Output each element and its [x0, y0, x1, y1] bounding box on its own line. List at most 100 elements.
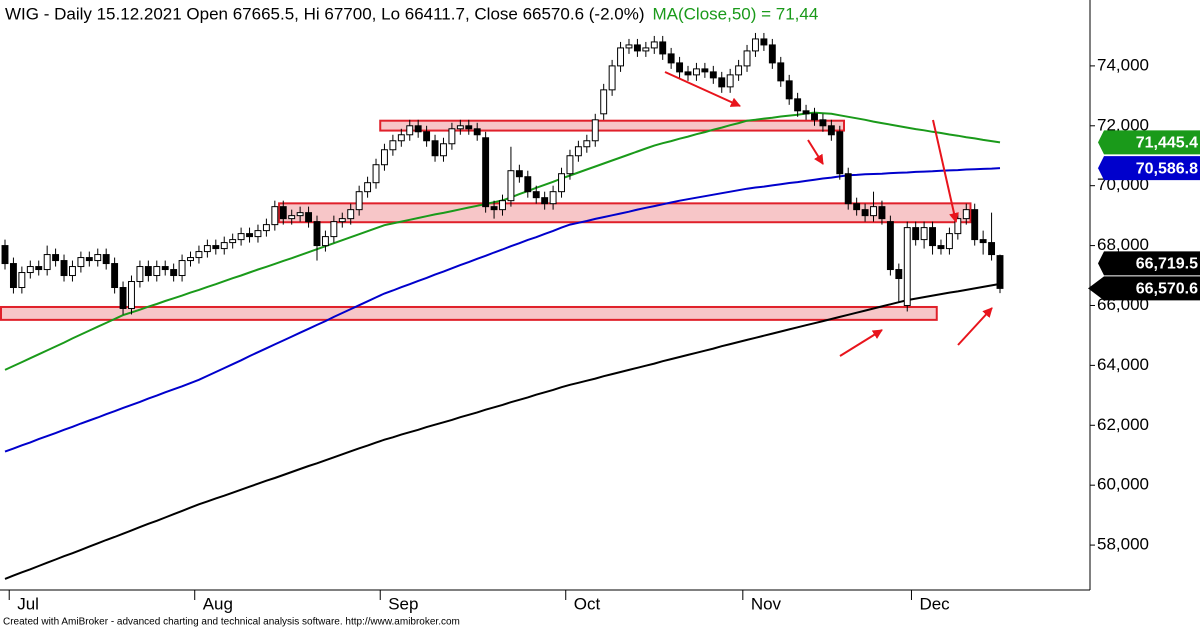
- candle-body: [903, 227, 911, 306]
- candle-body: [811, 113, 818, 121]
- y-tick-label: 72,000: [1097, 115, 1149, 134]
- candle-body: [895, 269, 903, 280]
- candle-body: [262, 224, 270, 232]
- y-tick-label: 60,000: [1097, 475, 1149, 494]
- candle-body: [667, 53, 675, 64]
- candle-body: [743, 50, 751, 67]
- candle-body: [524, 176, 532, 193]
- candle-body: [1, 245, 9, 265]
- candle-body: [912, 227, 920, 241]
- candle-body: [929, 227, 936, 247]
- candle-body: [229, 239, 237, 244]
- candle-body: [878, 206, 886, 220]
- candle-body: [60, 260, 68, 277]
- candle-body: [709, 71, 717, 79]
- candle-body: [794, 98, 802, 112]
- title-group: WIG - Daily 15.12.2021 Open 67665.5, Hi …: [5, 4, 818, 23]
- candle-body: [566, 155, 574, 175]
- y-tick-label: 64,000: [1097, 355, 1149, 374]
- arrow: [839, 329, 883, 357]
- candle-body: [279, 206, 287, 220]
- footer: Created with AmiBroker - advanced charti…: [3, 617, 460, 628]
- candle-body: [684, 71, 692, 76]
- arrow: [807, 139, 824, 165]
- candle-body: [136, 266, 144, 283]
- x-tick-label: Oct: [574, 594, 601, 613]
- candle-body: [389, 140, 397, 151]
- candle-body: [372, 164, 380, 184]
- price-zone: [379, 119, 846, 132]
- candle-body: [827, 125, 835, 136]
- candle-body: [768, 44, 776, 64]
- moving-average-line: [4, 282, 1001, 580]
- candle-body: [937, 245, 945, 250]
- candle-body: [203, 245, 211, 253]
- candle-body: [69, 266, 76, 277]
- candle-body: [119, 287, 127, 309]
- candle-body: [473, 128, 481, 136]
- candle-body: [355, 191, 363, 211]
- candle-body: [945, 233, 953, 250]
- candle-body: [549, 191, 557, 205]
- candle-body: [144, 266, 152, 277]
- candle-body: [886, 221, 894, 271]
- candle-body: [591, 119, 599, 142]
- arrow: [664, 71, 741, 107]
- candle-body: [313, 221, 321, 247]
- last-value-box: [1098, 251, 1200, 276]
- candle-body: [996, 255, 1004, 289]
- candle-body: [448, 128, 456, 145]
- last-value-label: 66,719.5: [1136, 256, 1198, 273]
- candle-body: [676, 62, 684, 73]
- band-layer: [0, 119, 972, 321]
- candle-body: [802, 110, 810, 115]
- axis-layer: 58,00060,00062,00064,00066,00068,00070,0…: [8, 55, 1149, 613]
- candle-body: [979, 239, 987, 244]
- candle-body: [718, 77, 726, 88]
- x-tick-label: Jul: [17, 594, 39, 613]
- last-value-label: 66,570.6: [1136, 281, 1198, 298]
- candle-body: [499, 200, 506, 211]
- candle-body: [962, 209, 970, 220]
- candle-body: [440, 143, 447, 157]
- candle-body: [659, 41, 667, 55]
- candle-body: [321, 236, 329, 247]
- candle-body: [18, 272, 26, 289]
- x-tick-label: Sep: [388, 594, 418, 613]
- candle-body: [456, 125, 464, 130]
- candle-body: [94, 254, 102, 262]
- candle-body: [330, 221, 338, 238]
- candle-body: [128, 281, 135, 309]
- last-value-labels: 71,445.4 70,586.8 66,719.5 66,570.6: [1088, 130, 1200, 301]
- candle-body: [633, 44, 641, 52]
- candle-body: [9, 263, 17, 289]
- candle-body: [507, 170, 515, 202]
- candle-body: [195, 251, 203, 259]
- candle-body: [853, 203, 861, 211]
- candle-body: [861, 209, 869, 217]
- candle-body: [170, 269, 178, 277]
- candle-body: [617, 47, 625, 67]
- candle-body: [558, 173, 565, 193]
- candle-body: [752, 38, 759, 52]
- candle-body: [85, 257, 93, 262]
- candle-body: [271, 206, 279, 226]
- candle-body: [246, 233, 253, 238]
- candle-layer: [1, 32, 1004, 315]
- candle-body: [785, 80, 793, 100]
- candle-body: [532, 191, 540, 199]
- x-tick-label: Nov: [751, 594, 782, 613]
- candle-body: [515, 170, 523, 178]
- candle-body: [490, 206, 498, 211]
- candle-body: [574, 146, 582, 157]
- last-value-label: 71,445.4: [1136, 135, 1198, 152]
- candle-body: [760, 38, 768, 46]
- candle-body: [600, 89, 608, 115]
- candle-body: [406, 125, 414, 136]
- moving-average-line: [4, 167, 1001, 453]
- candle-body: [541, 197, 549, 205]
- candle-body: [161, 266, 169, 271]
- candle-body: [735, 65, 743, 76]
